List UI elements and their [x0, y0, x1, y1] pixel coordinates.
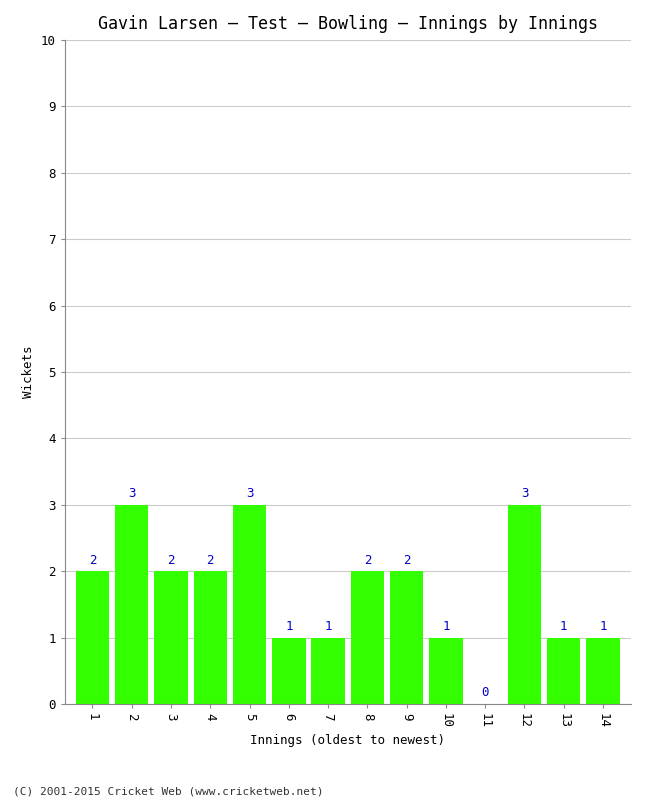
Text: (C) 2001-2015 Cricket Web (www.cricketweb.net): (C) 2001-2015 Cricket Web (www.cricketwe… — [13, 786, 324, 796]
Text: 2: 2 — [207, 554, 214, 566]
Bar — [390, 571, 423, 704]
Text: 3: 3 — [128, 487, 135, 500]
Text: 1: 1 — [560, 620, 567, 633]
Title: Gavin Larsen – Test – Bowling – Innings by Innings: Gavin Larsen – Test – Bowling – Innings … — [98, 15, 598, 33]
Text: 2: 2 — [89, 554, 96, 566]
Bar — [547, 638, 580, 704]
Text: 3: 3 — [246, 487, 254, 500]
Text: 0: 0 — [482, 686, 489, 699]
Bar — [586, 638, 619, 704]
Y-axis label: Wickets: Wickets — [22, 346, 35, 398]
Bar — [76, 571, 109, 704]
Bar — [429, 638, 463, 704]
Bar — [154, 571, 188, 704]
Text: 1: 1 — [285, 620, 293, 633]
Text: 1: 1 — [324, 620, 332, 633]
Bar — [194, 571, 227, 704]
Bar — [272, 638, 305, 704]
Text: 2: 2 — [363, 554, 371, 566]
Text: 1: 1 — [599, 620, 606, 633]
Bar — [351, 571, 384, 704]
Text: 1: 1 — [442, 620, 450, 633]
Bar — [311, 638, 344, 704]
Bar — [508, 505, 541, 704]
Bar — [115, 505, 148, 704]
X-axis label: Innings (oldest to newest): Innings (oldest to newest) — [250, 734, 445, 746]
Text: 2: 2 — [403, 554, 410, 566]
Text: 2: 2 — [167, 554, 175, 566]
Bar — [233, 505, 266, 704]
Text: 3: 3 — [521, 487, 528, 500]
